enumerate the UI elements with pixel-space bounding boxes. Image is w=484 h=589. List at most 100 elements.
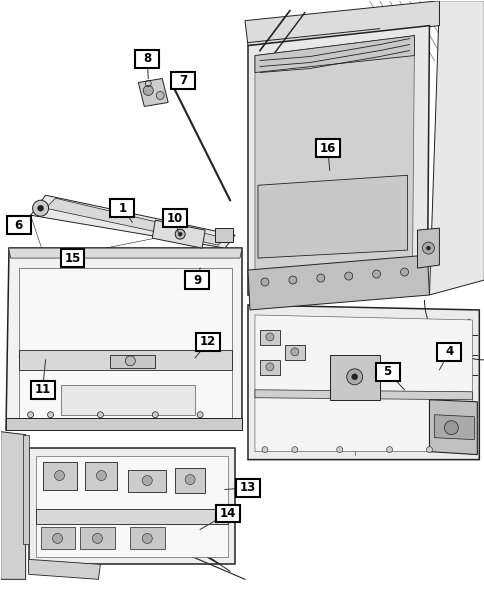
Bar [244, 1, 484, 310]
Bar [259, 330, 279, 345]
Text: 14: 14 [219, 507, 236, 520]
Circle shape [260, 278, 268, 286]
Circle shape [261, 446, 267, 452]
Circle shape [178, 232, 182, 236]
Polygon shape [6, 248, 242, 430]
Bar [30, 381, 54, 399]
Circle shape [422, 242, 434, 254]
Circle shape [185, 475, 195, 485]
Bar [236, 479, 259, 497]
Circle shape [9, 224, 16, 232]
Circle shape [152, 412, 158, 418]
Text: 5: 5 [383, 365, 391, 378]
Circle shape [156, 91, 164, 100]
Polygon shape [45, 198, 225, 245]
Bar [185, 271, 209, 289]
Circle shape [265, 363, 273, 371]
Polygon shape [247, 255, 428, 310]
Text: 11: 11 [34, 383, 51, 396]
Circle shape [142, 475, 152, 485]
Polygon shape [247, 26, 428, 295]
Circle shape [344, 272, 352, 280]
Circle shape [291, 446, 297, 452]
Bar [196, 333, 220, 351]
Polygon shape [18, 350, 231, 370]
Circle shape [96, 471, 106, 481]
Bar [315, 140, 339, 157]
Bar [437, 343, 460, 361]
Circle shape [47, 412, 53, 418]
Polygon shape [255, 35, 414, 285]
Circle shape [288, 276, 296, 284]
Bar [163, 209, 187, 227]
Circle shape [351, 374, 357, 380]
Text: 7: 7 [179, 74, 187, 87]
Polygon shape [257, 176, 407, 258]
Circle shape [54, 471, 64, 481]
Circle shape [125, 356, 135, 366]
Polygon shape [255, 315, 471, 452]
Polygon shape [30, 195, 235, 248]
Polygon shape [60, 385, 195, 415]
Bar [175, 468, 205, 492]
Bar [110, 199, 134, 217]
Text: 15: 15 [64, 252, 80, 264]
Circle shape [372, 270, 380, 278]
Circle shape [290, 348, 298, 356]
Polygon shape [428, 400, 476, 455]
Bar [0, 430, 244, 588]
Bar [80, 527, 115, 550]
Circle shape [386, 446, 392, 452]
Text: 1: 1 [118, 201, 126, 215]
Text: 4: 4 [444, 345, 453, 358]
Text: 10: 10 [166, 211, 183, 224]
Polygon shape [244, 1, 439, 45]
Text: 12: 12 [199, 335, 216, 348]
Circle shape [52, 534, 62, 544]
Text: 9: 9 [193, 273, 201, 286]
Polygon shape [35, 509, 227, 524]
Circle shape [175, 229, 185, 239]
Circle shape [425, 446, 432, 452]
Polygon shape [9, 248, 242, 258]
Polygon shape [6, 418, 242, 430]
Bar [135, 49, 159, 68]
Text: 8: 8 [143, 52, 151, 65]
Circle shape [97, 412, 103, 418]
Polygon shape [255, 35, 414, 72]
Polygon shape [110, 355, 155, 368]
Polygon shape [417, 228, 439, 268]
Polygon shape [29, 448, 235, 564]
Polygon shape [138, 78, 168, 107]
Bar [214, 228, 232, 242]
Circle shape [38, 205, 44, 211]
Circle shape [336, 446, 342, 452]
Polygon shape [329, 355, 379, 400]
Bar [171, 71, 195, 90]
Bar [130, 527, 165, 550]
Circle shape [316, 274, 324, 282]
Circle shape [265, 333, 273, 341]
Polygon shape [0, 432, 26, 580]
Circle shape [11, 227, 14, 230]
Bar [128, 469, 166, 492]
Bar [216, 505, 240, 522]
Bar [41, 527, 76, 550]
Circle shape [197, 412, 203, 418]
Circle shape [92, 534, 102, 544]
Bar [60, 249, 84, 267]
Circle shape [443, 421, 457, 435]
Polygon shape [428, 1, 484, 295]
Circle shape [425, 246, 430, 250]
Polygon shape [23, 435, 29, 544]
Circle shape [32, 200, 48, 216]
Bar [244, 300, 484, 475]
Polygon shape [35, 456, 227, 557]
Polygon shape [434, 415, 473, 439]
Bar [375, 363, 399, 381]
Circle shape [28, 412, 33, 418]
Circle shape [346, 369, 362, 385]
Circle shape [143, 85, 153, 95]
Bar [0, 1, 244, 430]
Text: 6: 6 [15, 219, 23, 231]
